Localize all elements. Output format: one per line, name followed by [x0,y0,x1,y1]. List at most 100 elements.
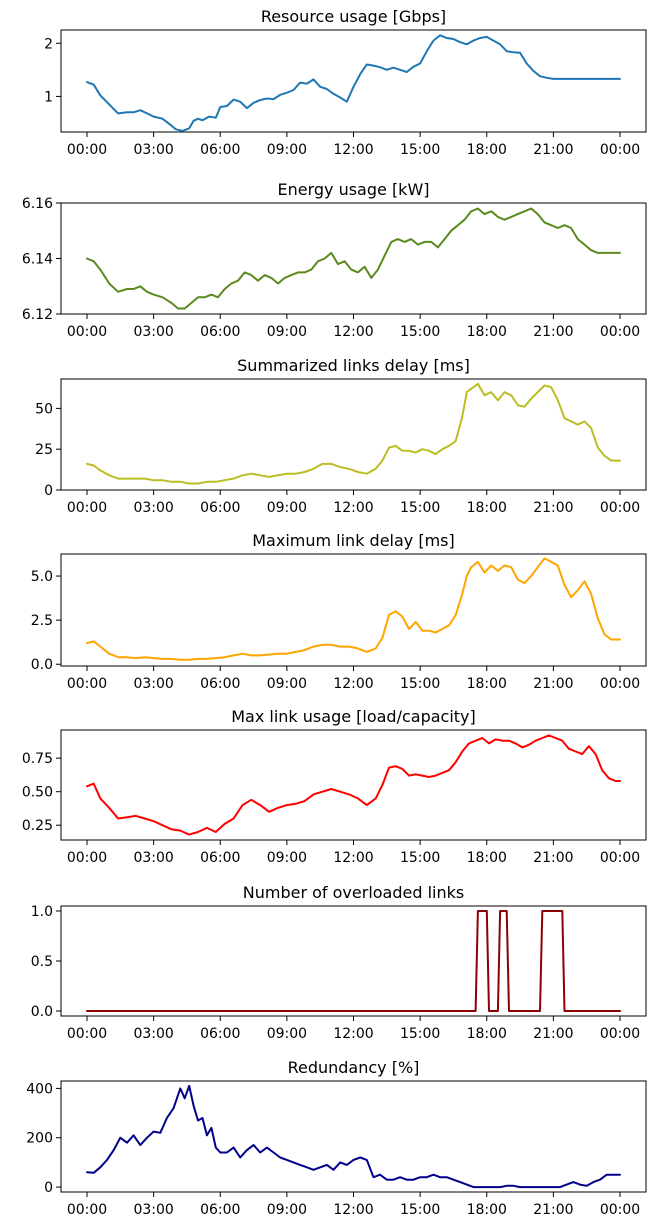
x-tick-label: 21:00 [533,1202,573,1218]
x-tick-label: 06:00 [200,850,240,866]
series-line [86,34,621,132]
x-tick-label: 06:00 [200,1026,240,1042]
chart-panel-1: Energy usage [kW] 6.12 6.14 6.16 00:00 03:00 0… [22,180,647,340]
y-tick-label: 0.50 [22,785,53,801]
x-tick-label: 00:00 [600,1202,640,1218]
x-tick-label: 18:00 [467,1026,507,1042]
y-tick-label: 400 [26,1081,53,1097]
x-tick-label: 09:00 [267,1026,307,1042]
x-tick-label: 00:00 [67,1202,107,1218]
x-tick-label: 03:00 [133,1202,173,1218]
x-tick-label: 12:00 [333,324,373,340]
y-tick-label: 2 [44,36,53,52]
x-tick-label: 00:00 [600,500,640,516]
y-tick-label: 6.14 [22,252,53,268]
x-tick-label: 15:00 [400,1202,440,1218]
x-tick-label: 15:00 [400,500,440,516]
x-tick-label: 06:00 [200,324,240,340]
x-tick-label: 12:00 [333,1202,373,1218]
x-tick-label: 15:00 [400,324,440,340]
y-tick-label: 200 [26,1131,53,1147]
chart-title: Summarized links delay [ms] [237,356,470,375]
series-line [86,382,621,485]
chart-panel-2: Summarized links delay [ms] 0 25 50 00:00 03:… [35,356,647,516]
x-tick-label: 00:00 [67,850,107,866]
chart-title: Resource usage [Gbps] [261,7,446,26]
x-tick-label: 15:00 [400,676,440,692]
series-line [86,557,621,661]
series-line [86,910,621,1012]
series-line [86,1084,621,1189]
x-tick-label: 09:00 [267,324,307,340]
x-tick-label: 00:00 [67,1026,107,1042]
y-tick-label: 0.0 [31,657,53,673]
y-tick-label: 1 [44,89,53,105]
y-tick-label: 0 [44,1180,53,1196]
x-tick-label: 12:00 [333,850,373,866]
y-tick-label: 1.0 [31,904,53,920]
axes-frame [60,553,647,667]
y-tick-label: 6.16 [22,196,53,212]
x-tick-label: 03:00 [133,142,173,158]
x-tick-label: 09:00 [267,676,307,692]
x-tick-label: 21:00 [533,676,573,692]
chart-title: Number of overloaded links [243,883,464,902]
x-tick-label: 00:00 [67,324,107,340]
x-tick-label: 21:00 [533,142,573,158]
y-tick-label: 0 [44,483,53,499]
axes-frame [60,202,647,315]
x-tick-label: 18:00 [467,676,507,692]
chart-panel-3: Maximum link delay [ms] 0.0 2.5 5.0 00:00 03:… [31,531,647,692]
y-tick-label: 0.25 [22,818,53,834]
chart-panel-6: Redundancy [%] 0 200 400 00:00 03:00 06:00 09:0… [26,1058,647,1218]
x-tick-label: 03:00 [133,500,173,516]
x-tick-label: 00:00 [600,1026,640,1042]
axes-frame [60,729,647,841]
y-tick-label: 50 [35,401,53,417]
axes-frame [60,905,647,1017]
x-tick-label: 12:00 [333,142,373,158]
x-tick-label: 12:00 [333,676,373,692]
series-line [86,207,621,310]
x-tick-label: 21:00 [533,500,573,516]
x-tick-label: 00:00 [600,850,640,866]
x-tick-label: 21:00 [533,324,573,340]
x-tick-label: 18:00 [467,850,507,866]
x-tick-label: 09:00 [267,500,307,516]
x-tick-label: 06:00 [200,500,240,516]
x-tick-label: 03:00 [133,1026,173,1042]
y-tick-label: 6.12 [22,307,53,323]
chart-panel-4: Max link usage [load/capacity] 0.25 0.50 0.… [22,707,647,866]
x-tick-label: 18:00 [467,324,507,340]
x-tick-label: 09:00 [267,1202,307,1218]
x-tick-label: 00:00 [600,676,640,692]
x-tick-label: 15:00 [400,850,440,866]
x-tick-label: 00:00 [600,324,640,340]
x-tick-label: 09:00 [267,142,307,158]
x-tick-label: 03:00 [133,676,173,692]
x-tick-label: 09:00 [267,850,307,866]
y-tick-label: 5.0 [31,569,53,585]
x-tick-label: 18:00 [467,1202,507,1218]
chart-title: Max link usage [load/capacity] [231,707,476,726]
x-tick-label: 15:00 [400,1026,440,1042]
chart-title: Maximum link delay [ms] [252,531,455,550]
x-tick-label: 00:00 [67,500,107,516]
x-tick-label: 00:00 [600,142,640,158]
x-tick-label: 00:00 [67,142,107,158]
chart-title: Redundancy [%] [288,1058,420,1077]
x-tick-label: 03:00 [133,850,173,866]
chart-title: Energy usage [kW] [277,180,429,199]
x-tick-label: 18:00 [467,500,507,516]
chart-panel-0: Resource usage [Gbps] 1 2 00:00 03:00 06:00 09… [44,7,647,158]
y-tick-label: 25 [35,442,53,458]
x-tick-label: 00:00 [67,676,107,692]
y-tick-label: 0.75 [22,751,53,767]
y-tick-label: 2.5 [31,613,53,629]
x-tick-label: 21:00 [533,1026,573,1042]
x-tick-label: 12:00 [333,500,373,516]
y-tick-label: 0.0 [31,1004,53,1020]
chart-panel-5: Number of overloaded links 0.0 0.5 1.0 00:00… [31,883,647,1042]
x-tick-label: 06:00 [200,676,240,692]
